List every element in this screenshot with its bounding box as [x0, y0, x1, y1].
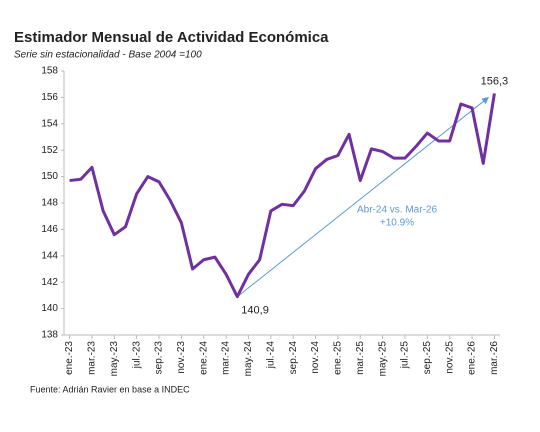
- y-tick-label: 148: [41, 198, 58, 209]
- y-tick-label: 150: [41, 171, 58, 182]
- x-tick-label: nov.-23: [176, 341, 187, 374]
- y-tick-label: 158: [41, 66, 58, 77]
- y-tick-label: 144: [41, 250, 58, 261]
- x-tick-label: nov.-24: [310, 341, 321, 374]
- y-tick-label: 140: [41, 303, 58, 314]
- x-tick-label: jul.-23: [131, 341, 142, 370]
- y-tick-label: 138: [41, 330, 58, 341]
- x-tick-label: sep.-25: [422, 341, 433, 375]
- x-tick-label: ene.-23: [64, 341, 75, 375]
- annotation-change: +10.9%: [380, 218, 414, 229]
- x-tick-label: mar.-23: [87, 341, 98, 375]
- x-tick-label: may.-23: [109, 341, 120, 377]
- x-tick-label: may.-25: [377, 341, 388, 377]
- annotation-text: Abr-24 vs. Mar-26: [357, 205, 437, 216]
- chart-title: Estimador Mensual de Actividad Económica: [14, 29, 329, 46]
- x-tick-label: nov.-25: [444, 341, 455, 374]
- y-tick-label: 152: [41, 145, 58, 156]
- annotation-arrow: [236, 97, 489, 298]
- x-tick-label: jul.-24: [265, 341, 276, 370]
- x-tick-label: ene.-24: [198, 341, 209, 375]
- data-line: [69, 93, 496, 299]
- x-tick-label: sep.-23: [154, 341, 165, 375]
- x-tick-label: ene.-25: [333, 341, 344, 375]
- y-tick-label: 142: [41, 277, 58, 288]
- y-tick-label: 156: [41, 92, 58, 103]
- chart-subtitle: Serie sin estacionalidad - Base 2004 =10…: [14, 50, 202, 61]
- x-tick-label: mar.-26: [489, 341, 500, 375]
- source-note: Fuente: Adrián Ravier en base a INDEC: [30, 384, 190, 394]
- x-tick-label: mar.-25: [355, 341, 366, 375]
- y-tick-label: 146: [41, 224, 58, 235]
- x-tick-label: sep.-24: [288, 341, 299, 375]
- y-tick-label: 154: [41, 118, 58, 129]
- x-tick-label: ene.-26: [467, 341, 478, 375]
- x-tick-label: jul.-25: [400, 341, 411, 370]
- value-label: 140,9: [241, 305, 269, 317]
- value-label: 156,3: [481, 75, 509, 87]
- x-tick-label: mar.-24: [221, 341, 232, 375]
- x-tick-label: may.-24: [243, 341, 254, 377]
